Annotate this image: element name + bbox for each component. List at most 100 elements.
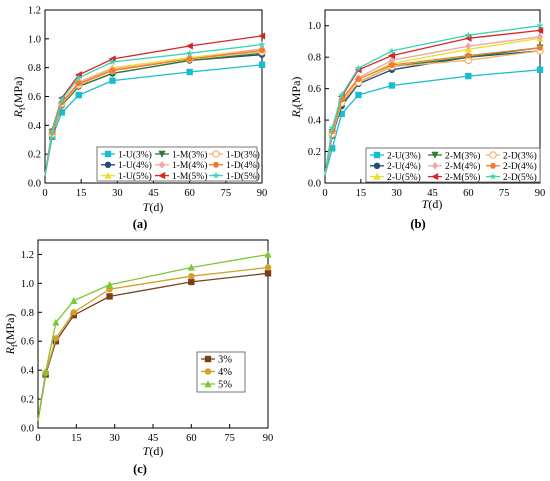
- legend-marker: [373, 162, 381, 169]
- y-tick-label: 0.4: [308, 116, 322, 127]
- data-point: [185, 49, 194, 57]
- legend-marker: [373, 172, 381, 180]
- x-tick-label: 75: [224, 433, 235, 444]
- data-point: [58, 109, 66, 116]
- legend-marker: [431, 151, 439, 159]
- legend-label: 2-M(3%): [445, 150, 480, 161]
- legend-label: 1-U(3%): [118, 149, 152, 160]
- y-tick-label: 0.8: [21, 308, 34, 319]
- data-point: [186, 56, 193, 62]
- data-point: [465, 72, 472, 80]
- legend-marker: [104, 161, 112, 168]
- data-point: [337, 90, 346, 99]
- legend-marker: [431, 173, 439, 181]
- legend-label: 1-U(4%): [118, 160, 152, 171]
- legend-box: [96, 146, 258, 182]
- y-tick-label: 1.2: [21, 250, 34, 261]
- legend-marker: [489, 163, 497, 169]
- data-point: [188, 272, 195, 280]
- x-tick-label: 0: [322, 188, 327, 199]
- legend-label: 1-D(5%): [226, 171, 260, 182]
- legend-label: 2-M(5%): [445, 172, 480, 183]
- panel-label: (c): [133, 462, 147, 476]
- data-point: [186, 68, 193, 76]
- x-tick-label: 60: [186, 433, 197, 444]
- x-tick-label: 60: [463, 188, 474, 199]
- data-point: [70, 309, 77, 316]
- data-point: [48, 127, 57, 135]
- legend-marker: [104, 150, 112, 158]
- y-tick-label: 0.2: [21, 395, 34, 406]
- legend-label: 2-D(5%): [503, 172, 537, 183]
- data-point: [536, 66, 544, 73]
- data-point: [388, 82, 396, 89]
- legend-marker: [212, 150, 220, 158]
- data-point: [536, 32, 544, 41]
- y-axis-label: Rf(MPa): [3, 314, 19, 356]
- data-point: [338, 110, 345, 117]
- data-point: [388, 62, 396, 68]
- data-point: [258, 40, 266, 48]
- series-line: [37, 272, 269, 421]
- legend-label: 2-U(3%): [387, 150, 421, 161]
- legend-marker: [431, 162, 439, 170]
- y-tick-label: 0.0: [28, 179, 41, 190]
- y-tick-label: 0.2: [308, 147, 321, 158]
- y-tick-label: 0.4: [28, 121, 42, 132]
- y-tick-label: 1.2: [28, 6, 41, 17]
- legend-marker: [104, 171, 112, 179]
- data-point: [264, 250, 272, 258]
- y-tick-label: 0.6: [21, 337, 34, 348]
- data-point: [187, 263, 195, 271]
- x-tick-label: 45: [427, 188, 438, 199]
- legend-marker: [204, 368, 212, 375]
- chart-c: 0 15 30 45 60 75 90 0.0 0.2 0.4 0.6 0.8 1.0 1.2 T(d) Rf…: [3, 239, 273, 476]
- data-point: [109, 67, 116, 74]
- x-tick-label: 45: [148, 188, 159, 199]
- legend-label: 1-M(5%): [172, 171, 207, 182]
- x-tick-label: 0: [42, 188, 47, 199]
- x-tick-label: 90: [535, 188, 546, 199]
- data-point: [388, 52, 396, 60]
- data-point: [388, 46, 396, 55]
- y-tick-label: 0.2: [28, 150, 41, 161]
- y-tick-label: 0.0: [308, 179, 321, 190]
- x-axis-label: T(d): [422, 197, 443, 211]
- y-tick-label: 0.4: [21, 366, 35, 377]
- data-point: [464, 31, 473, 39]
- legend-box: [365, 147, 541, 183]
- data-point: [109, 77, 116, 84]
- y-tick-label: 0.6: [28, 92, 41, 103]
- x-tick-label: 75: [499, 188, 510, 199]
- series-line: [37, 253, 269, 421]
- plot-frame: [37, 239, 269, 429]
- legend-marker: [204, 380, 212, 388]
- x-tick-label: 15: [76, 188, 87, 199]
- legend-label: 1-M(4%): [172, 160, 207, 171]
- legend-label: 1-U(5%): [118, 171, 152, 182]
- y-tick-label: 0.8: [28, 63, 41, 74]
- data-point: [52, 335, 60, 342]
- data-point: [536, 26, 544, 35]
- data-point: [536, 44, 544, 51]
- y-tick-label: 0.0: [21, 424, 34, 435]
- y-tick-label: 0.6: [308, 84, 321, 95]
- x-axis-label: T(d): [143, 444, 164, 458]
- legend-marker: [204, 355, 212, 363]
- data-point: [75, 91, 82, 99]
- data-point: [465, 42, 472, 50]
- series-line: [37, 266, 269, 421]
- data-point: [42, 367, 50, 375]
- data-point: [74, 73, 83, 81]
- data-point: [328, 145, 336, 152]
- legend-label: 1-D(3%): [226, 149, 260, 160]
- data-point: [264, 270, 272, 277]
- x-tick-label: 30: [109, 433, 120, 444]
- legend-label: 4%: [218, 367, 232, 378]
- x-axis-label: T(d): [143, 200, 164, 214]
- data-point: [536, 21, 544, 29]
- y-tick-label: 0.8: [308, 53, 321, 64]
- x-tick-label: 45: [148, 433, 159, 444]
- chart-a: 0 15 30 45 60 75 90 0.0 0.2 0.4 0.6 0.8 1.0 1.2 T(d) Rf…: [11, 6, 267, 232]
